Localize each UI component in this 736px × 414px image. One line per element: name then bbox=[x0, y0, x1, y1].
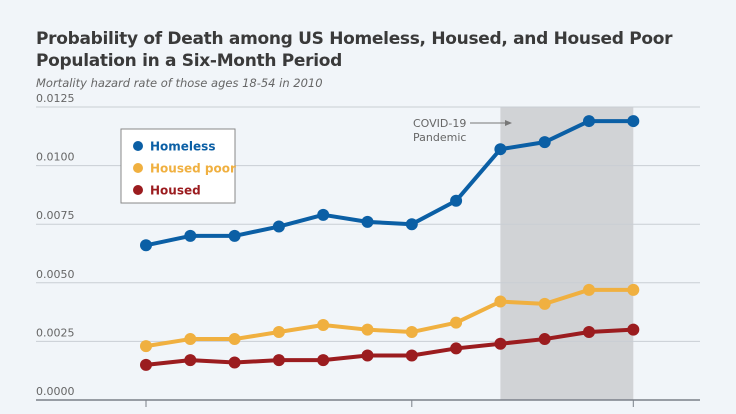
point-homeless bbox=[317, 208, 330, 221]
y-tick-label: 0.0100 bbox=[36, 151, 75, 164]
point-housed bbox=[450, 342, 463, 355]
point-homeless bbox=[272, 220, 285, 233]
legend-marker-homeless bbox=[133, 141, 143, 151]
point-housed-poor bbox=[538, 297, 551, 310]
annotation-covid: COVID-19 bbox=[413, 117, 466, 130]
point-housed-poor bbox=[317, 318, 330, 331]
y-tick-label: 0.0025 bbox=[36, 326, 75, 339]
point-homeless bbox=[184, 229, 197, 242]
point-housed-poor bbox=[228, 333, 241, 346]
annotation-pandemic: Pandemic bbox=[413, 131, 466, 144]
point-housed-poor bbox=[583, 283, 595, 296]
series-housed bbox=[140, 323, 640, 371]
point-homeless bbox=[140, 239, 152, 252]
legend: Homeless Housed poor Housed bbox=[120, 128, 236, 204]
point-housed bbox=[140, 358, 152, 371]
point-housed bbox=[494, 337, 507, 350]
y-tick-label: 0.0075 bbox=[36, 209, 75, 222]
point-housed bbox=[538, 333, 551, 346]
point-housed bbox=[184, 354, 197, 367]
line-homeless bbox=[145, 119, 634, 248]
point-homeless bbox=[450, 194, 463, 207]
point-housed bbox=[405, 349, 418, 362]
point-homeless bbox=[494, 143, 507, 156]
series-housed-poor bbox=[140, 283, 640, 353]
point-housed-poor bbox=[140, 340, 152, 353]
point-homeless bbox=[583, 115, 595, 128]
legend-label-homeless: Homeless bbox=[150, 140, 215, 154]
point-homeless bbox=[405, 218, 418, 231]
legend-label-housed-poor: Housed poor bbox=[150, 162, 236, 176]
point-housed-poor bbox=[494, 295, 507, 308]
legend-label-housed: Housed bbox=[150, 184, 201, 198]
point-homeless bbox=[361, 215, 374, 228]
legend-marker-housed bbox=[133, 185, 143, 195]
line-housed-poor bbox=[145, 287, 634, 349]
point-housed bbox=[272, 354, 285, 367]
line-housed bbox=[145, 327, 634, 367]
point-homeless bbox=[228, 229, 241, 242]
y-tick-label: 0.0050 bbox=[36, 268, 75, 281]
point-housed-poor bbox=[450, 316, 463, 329]
pandemic-shaded-region bbox=[500, 107, 634, 400]
point-housed bbox=[228, 356, 241, 369]
legend-marker-housed-poor bbox=[133, 163, 143, 173]
point-housed bbox=[583, 326, 595, 339]
point-housed bbox=[317, 354, 330, 367]
point-homeless bbox=[627, 115, 640, 128]
series-homeless bbox=[140, 115, 640, 252]
y-tick-label: 0.0000 bbox=[36, 385, 75, 398]
point-housed bbox=[361, 349, 374, 362]
chart-subtitle: Mortality hazard rate of those ages 18-5… bbox=[36, 76, 323, 90]
point-housed-poor bbox=[184, 333, 197, 346]
point-housed-poor bbox=[272, 326, 285, 339]
point-housed-poor bbox=[361, 323, 374, 336]
point-housed-poor bbox=[627, 283, 640, 296]
point-homeless bbox=[538, 136, 551, 149]
y-tick-label: 0.0125 bbox=[36, 92, 75, 105]
chart-title: Probability of Death among US Homeless, … bbox=[36, 29, 673, 71]
point-housed bbox=[627, 323, 640, 336]
point-housed-poor bbox=[405, 326, 418, 339]
annotation-arrow-icon bbox=[505, 120, 512, 126]
